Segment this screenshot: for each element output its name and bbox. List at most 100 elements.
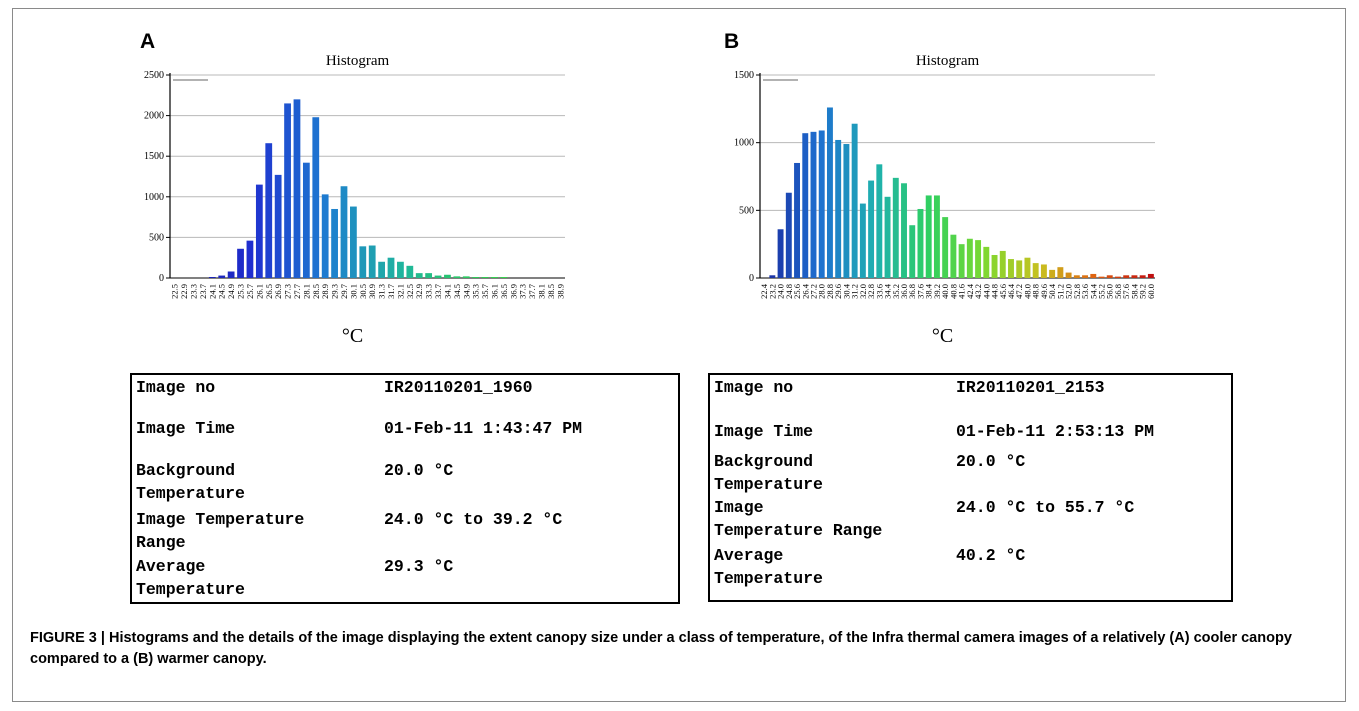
x-tick-label: 30.9 — [367, 284, 377, 299]
histogram-bar — [208, 277, 216, 278]
x-tick-label: 34.5 — [452, 284, 462, 299]
x-tick-label: 37.3 — [518, 284, 528, 299]
x-tick-label: 31.2 — [850, 284, 860, 299]
chart-title: Histogram — [326, 53, 390, 69]
x-tick-label: 28.8 — [825, 284, 835, 299]
panel-letter-a: A — [140, 30, 156, 53]
histogram-bar — [1090, 273, 1097, 278]
histogram-bar — [810, 131, 817, 278]
x-tick-label: 38.9 — [555, 284, 565, 299]
x-tick-label: 35.7 — [480, 284, 490, 299]
histogram-bar — [917, 208, 924, 278]
x-tick-label: 28.1 — [301, 284, 311, 299]
x-tick-label: 23.2 — [767, 284, 777, 299]
histogram-bar — [818, 130, 825, 278]
x-tick-label: 59.2 — [1138, 284, 1148, 299]
x-tick-label: 32.8 — [866, 284, 876, 299]
histogram-bar — [462, 276, 470, 278]
figure-caption: FIGURE 3 | Histograms and the details of… — [30, 630, 1292, 667]
detail-value: 01-Feb-11 1:43:47 PM — [384, 419, 583, 438]
x-tick-label: 26.4 — [800, 283, 810, 299]
x-tick-label: 30.1 — [348, 284, 358, 299]
x-tick-label: 48.0 — [1022, 284, 1032, 299]
x-tick-label: 49.6 — [1039, 284, 1049, 299]
x-tick-label: 44.0 — [981, 284, 991, 299]
histogram-bar — [491, 277, 498, 278]
detail-label: Image Time — [714, 422, 814, 441]
x-tick-label: 26.5 — [264, 284, 274, 299]
x-tick-label: 54.4 — [1088, 283, 1098, 299]
histogram-bar — [246, 240, 254, 278]
x-tick-label: 36.9 — [508, 284, 518, 299]
histogram-bar — [1098, 276, 1105, 278]
x-tick-label: 22.9 — [179, 284, 189, 299]
histogram-bar — [1115, 276, 1121, 278]
histogram-bar — [444, 274, 451, 278]
histogram-bar — [340, 186, 348, 278]
x-tick-label: 40.0 — [940, 284, 950, 299]
x-tick-label: 27.7 — [292, 284, 302, 299]
x-tick-label: 58.4 — [1129, 283, 1139, 299]
detail-value: 20.0 °C — [956, 452, 1026, 471]
x-tick-label: 44.8 — [990, 284, 1000, 299]
histogram-bar — [406, 265, 414, 278]
y-tick-label: 500 — [149, 232, 164, 243]
x-tick-label: 31.7 — [386, 284, 396, 299]
y-tick-label: 2500 — [144, 70, 164, 81]
histogram-bar — [884, 196, 891, 278]
x-tick-label: 23.7 — [198, 284, 208, 299]
x-tick-label: 35.3 — [471, 284, 481, 299]
x-tick-label: 22.5 — [170, 284, 180, 299]
y-tick-label: 500 — [739, 205, 754, 216]
histogram-bar — [909, 225, 916, 278]
x-tick-label: 43.2 — [973, 284, 983, 299]
x-tick-label: 33.7 — [433, 284, 443, 299]
x-tick-label: 29.7 — [339, 284, 349, 299]
x-tick-label: 53.6 — [1080, 284, 1090, 299]
histogram-chart-b: Histogram 0 500 1000 1500 22.423.224.024.825.… — [734, 53, 1156, 347]
figure-frame — [12, 8, 1346, 702]
x-tick-label: 24.5 — [217, 284, 227, 299]
detail-label: Image no — [136, 378, 216, 397]
histogram-bar — [378, 261, 385, 278]
x-tick-label: 29.6 — [833, 284, 843, 299]
x-tick-label: 25.6 — [792, 284, 802, 299]
histogram-bar — [397, 261, 404, 278]
histogram-bar — [999, 250, 1006, 278]
x-tick-label: 37.6 — [915, 284, 925, 299]
histogram-bar — [368, 245, 376, 278]
x-tick-label: 38.5 — [546, 284, 556, 299]
x-tick-label: 51.2 — [1055, 284, 1065, 299]
histogram-bar — [1147, 273, 1154, 278]
histogram-bar — [387, 257, 395, 278]
histogram-bar — [1106, 275, 1113, 278]
x-tick-label: 32.9 — [414, 284, 424, 299]
histogram-bar — [843, 144, 850, 278]
histogram-bar — [350, 206, 357, 278]
x-axis-label: °C — [932, 325, 953, 347]
y-tick-label: 2000 — [144, 111, 164, 122]
detail-label: Average Temperature — [714, 546, 823, 588]
x-tick-label: 57.6 — [1121, 284, 1131, 299]
histogram-bar — [425, 273, 433, 278]
histogram-bar — [942, 217, 949, 278]
x-tick-label: 31.3 — [377, 284, 387, 299]
histogram-bar — [1040, 264, 1047, 278]
histogram-bar — [1123, 275, 1130, 278]
detail-value: IR20110201_2153 — [956, 378, 1105, 397]
histogram-bar — [1139, 275, 1146, 278]
histogram-bar — [983, 246, 990, 278]
x-tick-label: 45.6 — [998, 284, 1008, 299]
detail-label: Image Temperature Range — [136, 510, 305, 552]
histogram-bar — [321, 194, 329, 278]
histogram-bar — [453, 276, 461, 278]
detail-label: Background Temperature — [136, 461, 245, 503]
histogram-bar — [991, 254, 998, 278]
histogram-bar — [227, 271, 235, 278]
histogram-bar — [868, 180, 875, 278]
x-tick-label: 34.9 — [461, 284, 471, 299]
x-tick-label: 60.0 — [1146, 284, 1156, 299]
x-tick-label: 29.3 — [330, 284, 340, 299]
detail-label: Image Temperature Range — [714, 498, 883, 540]
